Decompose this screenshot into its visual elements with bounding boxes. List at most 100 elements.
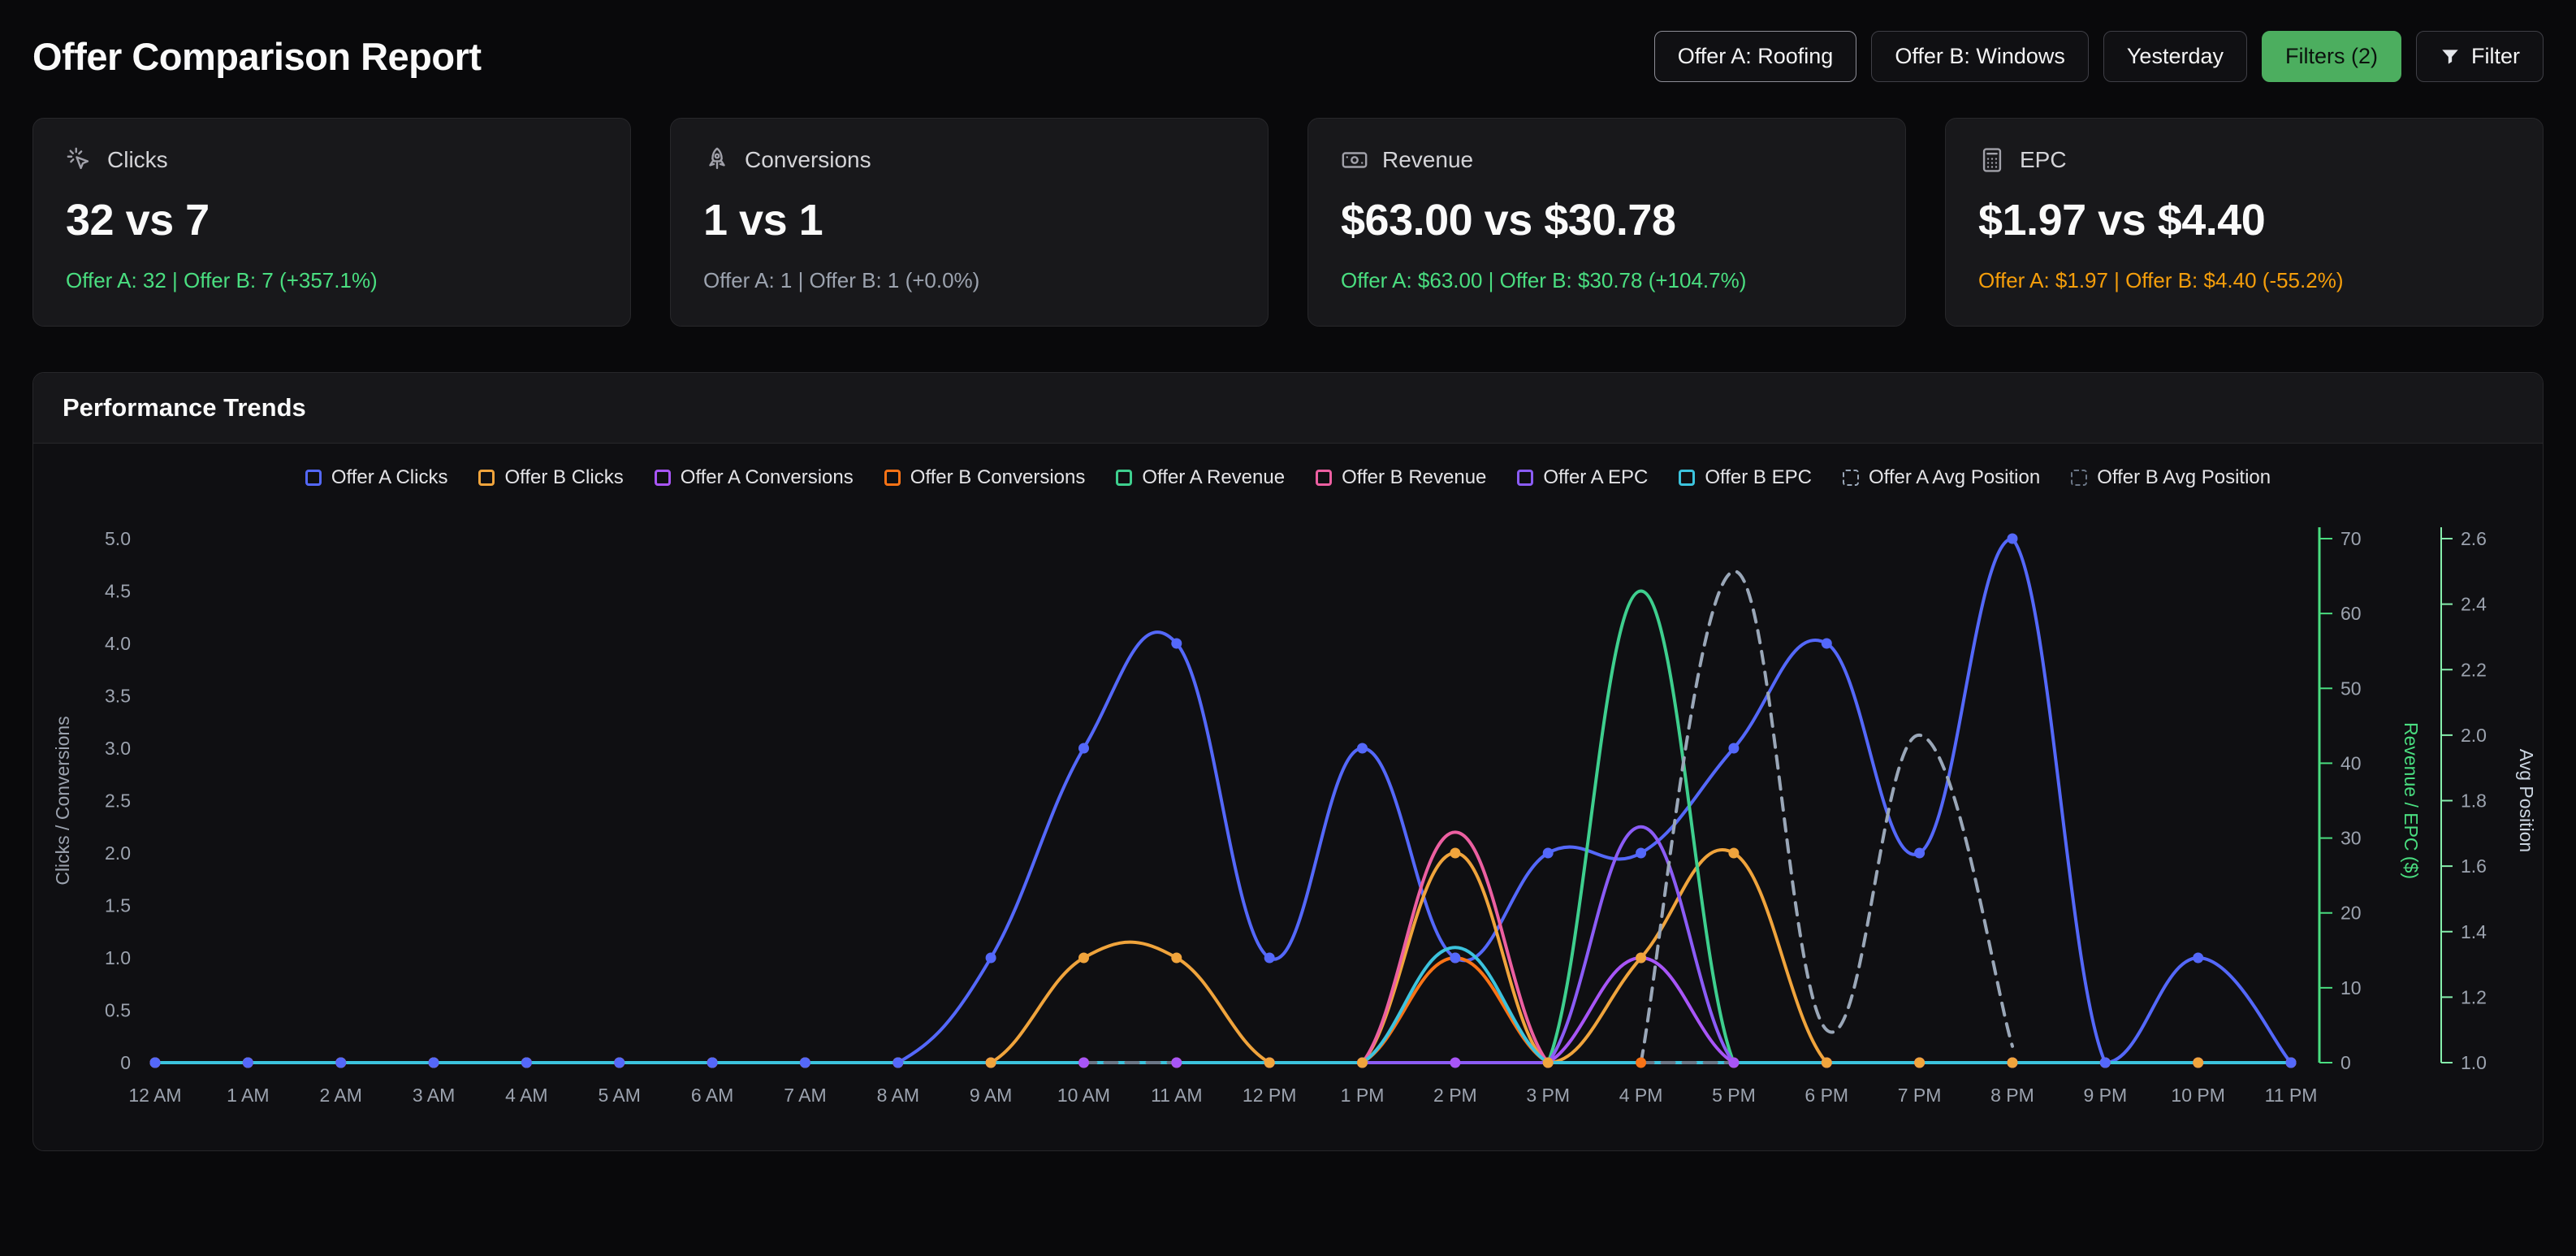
panel-body: Offer A Clicks Offer B Clicks Offer A Conv… [33, 444, 2543, 1150]
cursor-click-icon [66, 146, 93, 174]
svg-text:1.0: 1.0 [105, 947, 131, 968]
svg-text:0: 0 [2340, 1052, 2351, 1073]
performance-trends-panel: Performance Trends Offer A Clicks Offer B… [32, 372, 2544, 1151]
top-bar: Offer Comparison Report Offer A: Roofing… [32, 21, 2544, 87]
svg-text:2.5: 2.5 [105, 790, 131, 812]
svg-text:3 PM: 3 PM [1526, 1085, 1570, 1106]
top-bar-actions: Offer A: Roofing Offer B: Windows Yester… [1654, 31, 2544, 82]
legend-item-offer-b-conversions[interactable]: Offer B Conversions [884, 466, 1086, 489]
svg-text:1 AM: 1 AM [227, 1085, 269, 1106]
series-offer-b-revenue [155, 832, 2291, 1063]
legend-label: Offer B Clicks [504, 466, 623, 489]
svg-text:2 AM: 2 AM [319, 1085, 361, 1106]
card-detail: Offer A: 1 | Offer B: 1 (+0.0%) [703, 268, 1235, 293]
rocket-icon [703, 146, 731, 174]
calculator-icon [1978, 146, 2006, 174]
svg-text:5 PM: 5 PM [1712, 1085, 1756, 1106]
funnel-icon [2440, 46, 2461, 67]
legend-swatch [1116, 470, 1132, 486]
svg-text:2.4: 2.4 [2461, 594, 2487, 615]
legend-swatch [305, 470, 322, 486]
svg-text:0: 0 [120, 1052, 131, 1073]
left-axis-ticks: 00.51.01.52.02.53.03.54.04.55.0 [105, 528, 131, 1073]
kpi-card-revenue: Revenue $63.00 vs $30.78 Offer A: $63.00… [1307, 118, 1906, 327]
svg-text:2 PM: 2 PM [1433, 1085, 1477, 1106]
svg-text:4.5: 4.5 [105, 581, 131, 602]
chart-legend: Offer A Clicks Offer B Clicks Offer A Conv… [33, 466, 2543, 489]
offer-comparison-dashboard: Offer Comparison Report Offer A: Roofing… [0, 0, 2576, 1256]
legend-swatch [1316, 470, 1332, 486]
legend-item-offer-a-avg-position[interactable]: Offer A Avg Position [1843, 466, 2040, 489]
legend-item-offer-a-conversions[interactable]: Offer A Conversions [655, 466, 854, 489]
svg-text:6 PM: 6 PM [1804, 1085, 1848, 1106]
svg-text:3.5: 3.5 [105, 686, 131, 707]
svg-text:0.5: 0.5 [105, 1000, 131, 1021]
svg-text:70: 70 [2340, 528, 2362, 549]
card-value: 32 vs 7 [66, 195, 598, 245]
svg-text:3.0: 3.0 [105, 738, 131, 759]
legend-label: Offer A Conversions [681, 466, 854, 489]
filter-button-label: Filter [2471, 45, 2520, 67]
svg-text:20: 20 [2340, 903, 2362, 924]
legend-swatch [1679, 470, 1695, 486]
legend-label: Offer A Clicks [331, 466, 448, 489]
legend-item-offer-a-epc[interactable]: Offer A EPC [1517, 466, 1648, 489]
section-title: Performance Trends [63, 393, 2513, 422]
legend-swatch [1843, 470, 1859, 486]
legend-swatch [655, 470, 671, 486]
svg-text:2.0: 2.0 [2461, 725, 2487, 746]
svg-text:1.0: 1.0 [2461, 1052, 2487, 1073]
legend-item-offer-b-revenue[interactable]: Offer B Revenue [1316, 466, 1486, 489]
panel-header: Performance Trends [33, 373, 2543, 444]
svg-text:4 PM: 4 PM [1619, 1085, 1663, 1106]
card-value: $1.97 vs $4.40 [1978, 195, 2510, 245]
svg-text:50: 50 [2340, 678, 2362, 699]
avg-position-axis: 1.01.21.41.61.82.02.22.42.6 [2441, 527, 2487, 1073]
svg-text:12 PM: 12 PM [1243, 1085, 1296, 1106]
card-detail: Offer A: $63.00 | Offer B: $30.78 (+104.… [1341, 268, 1873, 293]
offer-b-button[interactable]: Offer B: Windows [1871, 31, 2089, 82]
card-detail: Offer A: $1.97 | Offer B: $4.40 (-55.2%) [1978, 268, 2510, 293]
series-offer-b-clicks [155, 850, 2291, 1063]
series-offer-a-clicks [155, 539, 2291, 1063]
svg-text:2.2: 2.2 [2461, 659, 2487, 680]
svg-text:1.8: 1.8 [2461, 790, 2487, 812]
svg-text:11 PM: 11 PM [2265, 1085, 2318, 1106]
offer-a-button[interactable]: Offer A: Roofing [1654, 31, 1857, 82]
avg-position-axis-title: Avg Position [2516, 749, 2537, 852]
card-value: $63.00 vs $30.78 [1341, 195, 1873, 245]
revenue-epc-axis-title: Revenue / EPC ($) [2401, 722, 2422, 879]
svg-text:1.4: 1.4 [2461, 921, 2487, 942]
legend-item-offer-a-clicks[interactable]: Offer A Clicks [305, 466, 448, 489]
svg-text:40: 40 [2340, 752, 2362, 773]
legend-item-offer-b-clicks[interactable]: Offer B Clicks [478, 466, 623, 489]
revenue-epc-axis: 010203040506070 [2319, 527, 2362, 1073]
svg-text:1.6: 1.6 [2461, 855, 2487, 877]
kpi-card-conversions: Conversions 1 vs 1 Offer A: 1 | Offer B:… [670, 118, 1269, 327]
legend-item-offer-a-revenue[interactable]: Offer A Revenue [1116, 466, 1285, 489]
filter-button[interactable]: Filter [2416, 31, 2544, 82]
date-range-button[interactable]: Yesterday [2103, 31, 2247, 82]
legend-item-offer-b-epc[interactable]: Offer B EPC [1679, 466, 1812, 489]
svg-text:4.0: 4.0 [105, 633, 131, 654]
x-axis-labels: 12 AM1 AM2 AM3 AM4 AM5 AM6 AM7 AM8 AM9 A… [128, 1085, 2317, 1106]
legend-label: Offer B Revenue [1342, 466, 1486, 489]
card-detail: Offer A: 32 | Offer B: 7 (+357.1%) [66, 268, 598, 293]
legend-label: Offer B EPC [1705, 466, 1812, 489]
svg-text:1 PM: 1 PM [1341, 1085, 1385, 1106]
banknote-icon [1341, 146, 1368, 174]
legend-label: Offer B Avg Position [2097, 466, 2271, 489]
svg-text:1.5: 1.5 [105, 895, 131, 916]
svg-text:6 AM: 6 AM [691, 1085, 733, 1106]
legend-swatch [1517, 470, 1533, 486]
svg-text:9 AM: 9 AM [970, 1085, 1012, 1106]
svg-text:10: 10 [2340, 977, 2362, 998]
legend-item-offer-b-avg-position[interactable]: Offer B Avg Position [2071, 466, 2271, 489]
svg-text:8 PM: 8 PM [1990, 1085, 2034, 1106]
svg-text:30: 30 [2340, 828, 2362, 849]
legend-label: Offer A Revenue [1142, 466, 1285, 489]
svg-text:1.2: 1.2 [2461, 986, 2487, 1007]
filters-count-button[interactable]: Filters (2) [2262, 31, 2401, 82]
svg-text:7 AM: 7 AM [784, 1085, 826, 1106]
svg-text:7 PM: 7 PM [1898, 1085, 1942, 1106]
